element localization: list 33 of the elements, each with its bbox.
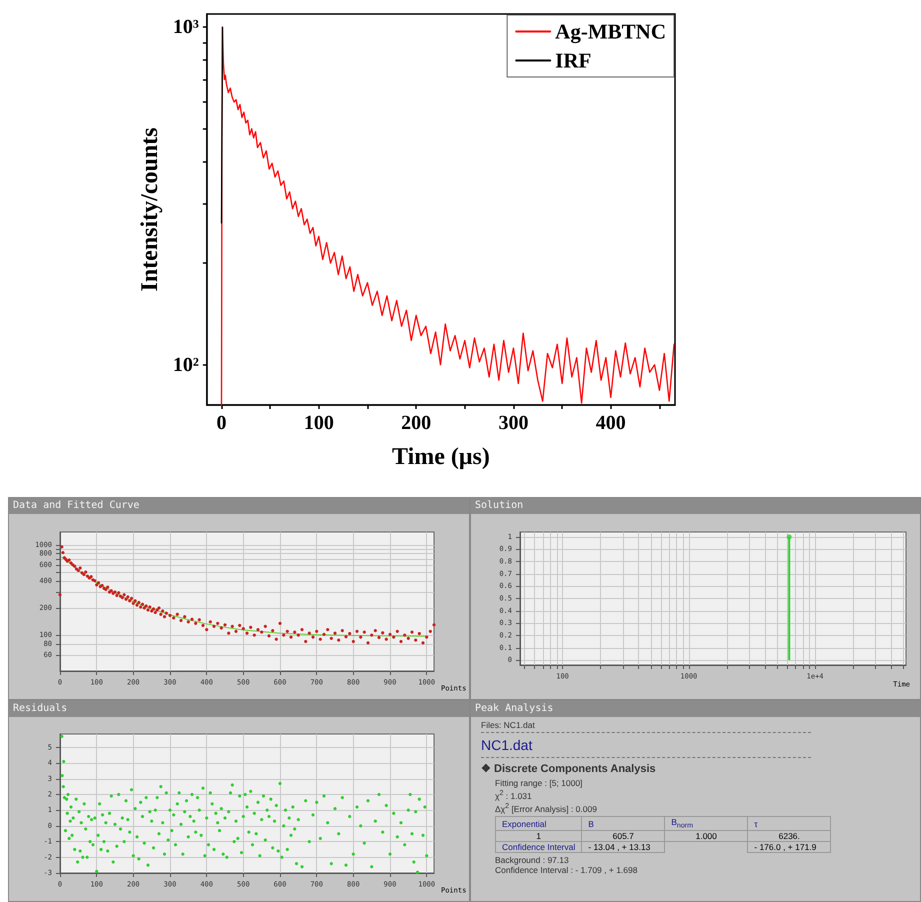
text: χ$^{2}$ : 1.031 <box>495 788 533 801</box>
x-tick-label: 400 <box>596 412 626 434</box>
x-axis-title: Time (μs) <box>392 444 490 470</box>
x-tick-label: 0 <box>216 412 226 434</box>
text: - 176.0 , + 171.9 <box>748 842 831 853</box>
text: 6236. <box>748 830 831 842</box>
chart-title: Solution <box>471 498 920 514</box>
text: Fitting range : [5; 1000] <box>495 778 584 788</box>
y-tick-label: 10² <box>172 354 199 376</box>
text: Δχ$^{2}$ [Error Analysis] : 0.009 <box>495 801 598 814</box>
y-tick-label: 10³ <box>172 16 199 38</box>
chart-title: Residuals <box>9 701 469 717</box>
text: Exponential <box>496 816 582 831</box>
x-tick-label: 100 <box>304 412 334 434</box>
legend-label: IRF <box>555 48 592 72</box>
text: 605.7 <box>582 830 665 842</box>
x-tick-label: 200 <box>401 412 432 434</box>
y-axis-title: Intensity/counts <box>137 127 163 292</box>
text: Peak Analysis <box>471 701 920 717</box>
text: B <box>582 816 665 831</box>
text: Confidence Interval : - 1.709 , + 1.698 <box>495 865 638 876</box>
text: Background : 97.13 <box>495 855 570 866</box>
legend-label: Ag-MBTNC <box>555 20 666 44</box>
text: - 13.04 , + 13.13 <box>582 842 665 853</box>
text: 1.000 <box>664 830 748 842</box>
text: τ <box>748 816 831 831</box>
text: ❖ Discrete Components Analysis <box>481 763 657 776</box>
text: Confidence Interval <box>496 842 582 853</box>
text: NC1.dat <box>481 732 811 758</box>
text: Files: NC1.dat <box>481 720 536 730</box>
chart-title: Data and Fitted Curve <box>9 498 469 514</box>
x-tick-label: 300 <box>498 412 528 434</box>
text: B$_{norm}$ <box>664 816 748 831</box>
